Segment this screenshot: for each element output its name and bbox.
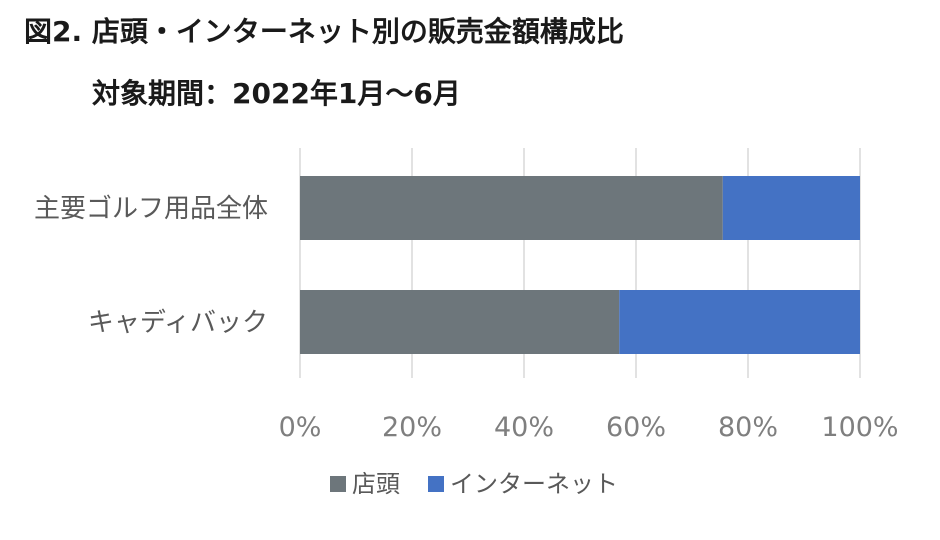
x-tick-label: 60% — [606, 412, 666, 443]
x-tick-label: 100% — [821, 412, 898, 443]
bar-segment — [619, 290, 860, 354]
x-axis-ticks: 0% 20% 40% 60% 80% 100% — [279, 412, 899, 443]
x-tick-label: 40% — [494, 412, 554, 443]
x-tick-label: 0% — [279, 412, 322, 443]
bar-segment — [300, 176, 723, 240]
bars — [300, 176, 860, 354]
legend-label: インターネット — [450, 470, 618, 498]
legend: 店頭 インターネット — [330, 470, 618, 498]
chart-subtitle: 対象期間：2022年1月～6月 — [92, 77, 461, 110]
legend-swatch — [330, 476, 346, 492]
bar-segment — [300, 290, 620, 354]
x-tick-label: 20% — [382, 412, 442, 443]
chart-title: 図2. 店頭・インターネット別の販売金額構成比 — [24, 15, 624, 48]
category-label: キャディバック — [88, 308, 268, 338]
legend-label: 店頭 — [352, 470, 400, 498]
category-label: 主要ゴルフ用品全体 — [34, 194, 268, 224]
legend-swatch — [428, 476, 444, 492]
x-tick-label: 80% — [718, 412, 778, 443]
bar-segment — [722, 176, 860, 240]
